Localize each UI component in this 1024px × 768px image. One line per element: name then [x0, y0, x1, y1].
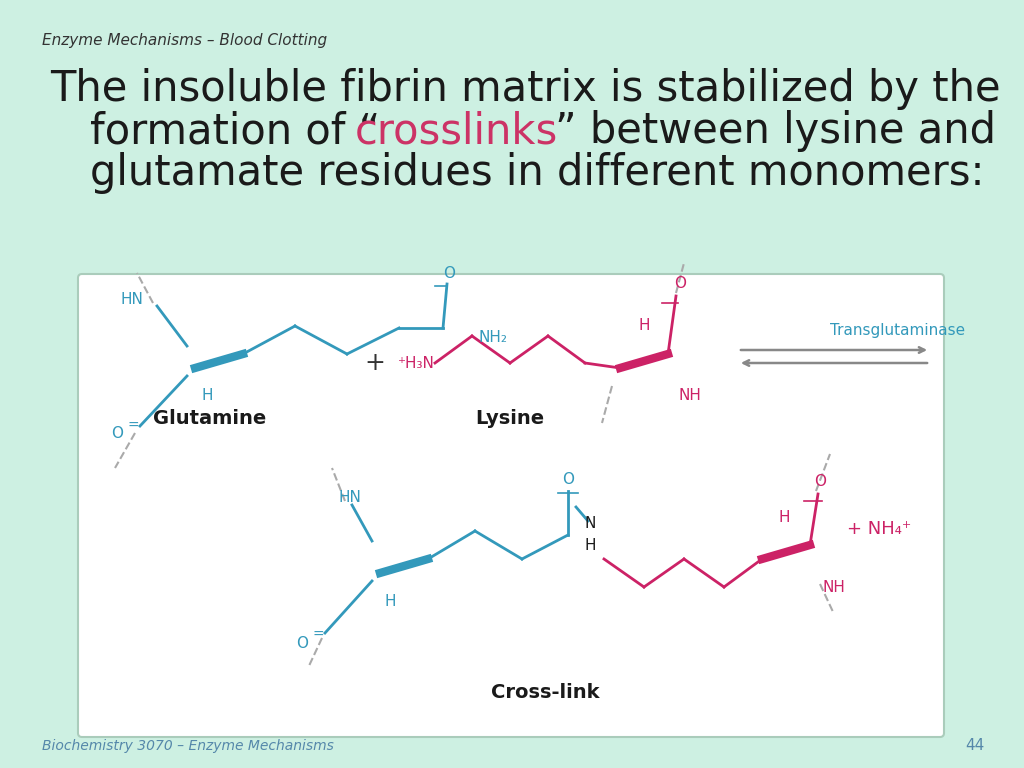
- Text: + NH₄⁺: + NH₄⁺: [847, 520, 911, 538]
- Text: NH: NH: [822, 580, 845, 594]
- Text: formation of “: formation of “: [90, 110, 380, 152]
- Text: ” between lysine and: ” between lysine and: [555, 110, 996, 152]
- Text: HN: HN: [120, 293, 143, 307]
- Text: =: =: [312, 628, 324, 642]
- Text: N: N: [585, 515, 596, 531]
- Text: NH₂: NH₂: [479, 330, 508, 346]
- Text: crosslinks: crosslinks: [355, 110, 558, 152]
- Text: Transglutaminase: Transglutaminase: [830, 323, 966, 337]
- Text: O: O: [674, 276, 686, 290]
- Text: glutamate residues in different monomers:: glutamate residues in different monomers…: [90, 152, 984, 194]
- Text: NH: NH: [678, 389, 700, 403]
- FancyBboxPatch shape: [78, 274, 944, 737]
- Text: =: =: [127, 419, 139, 433]
- Text: The insoluble fibrin matrix is stabilized by the: The insoluble fibrin matrix is stabilize…: [50, 68, 1000, 110]
- Text: +: +: [365, 351, 385, 375]
- Text: Biochemistry 3070 – Enzyme Mechanisms: Biochemistry 3070 – Enzyme Mechanisms: [42, 739, 334, 753]
- Text: H: H: [384, 594, 395, 608]
- Text: HN: HN: [338, 491, 360, 505]
- Text: ⁺H₃N: ⁺H₃N: [398, 356, 435, 370]
- Text: Enzyme Mechanisms – Blood Clotting: Enzyme Mechanisms – Blood Clotting: [42, 33, 327, 48]
- Text: 44: 44: [966, 739, 985, 753]
- Text: H: H: [778, 509, 790, 525]
- Text: O: O: [814, 474, 826, 488]
- Text: O: O: [562, 472, 574, 486]
- Text: H: H: [585, 538, 596, 552]
- Text: H: H: [202, 389, 213, 403]
- Text: O: O: [111, 425, 123, 441]
- Text: O: O: [296, 635, 308, 650]
- Text: O: O: [443, 266, 455, 280]
- Text: Cross-link: Cross-link: [490, 684, 599, 703]
- Text: H: H: [638, 319, 650, 333]
- Text: Lysine: Lysine: [475, 409, 545, 428]
- Text: Glutamine: Glutamine: [154, 409, 266, 428]
